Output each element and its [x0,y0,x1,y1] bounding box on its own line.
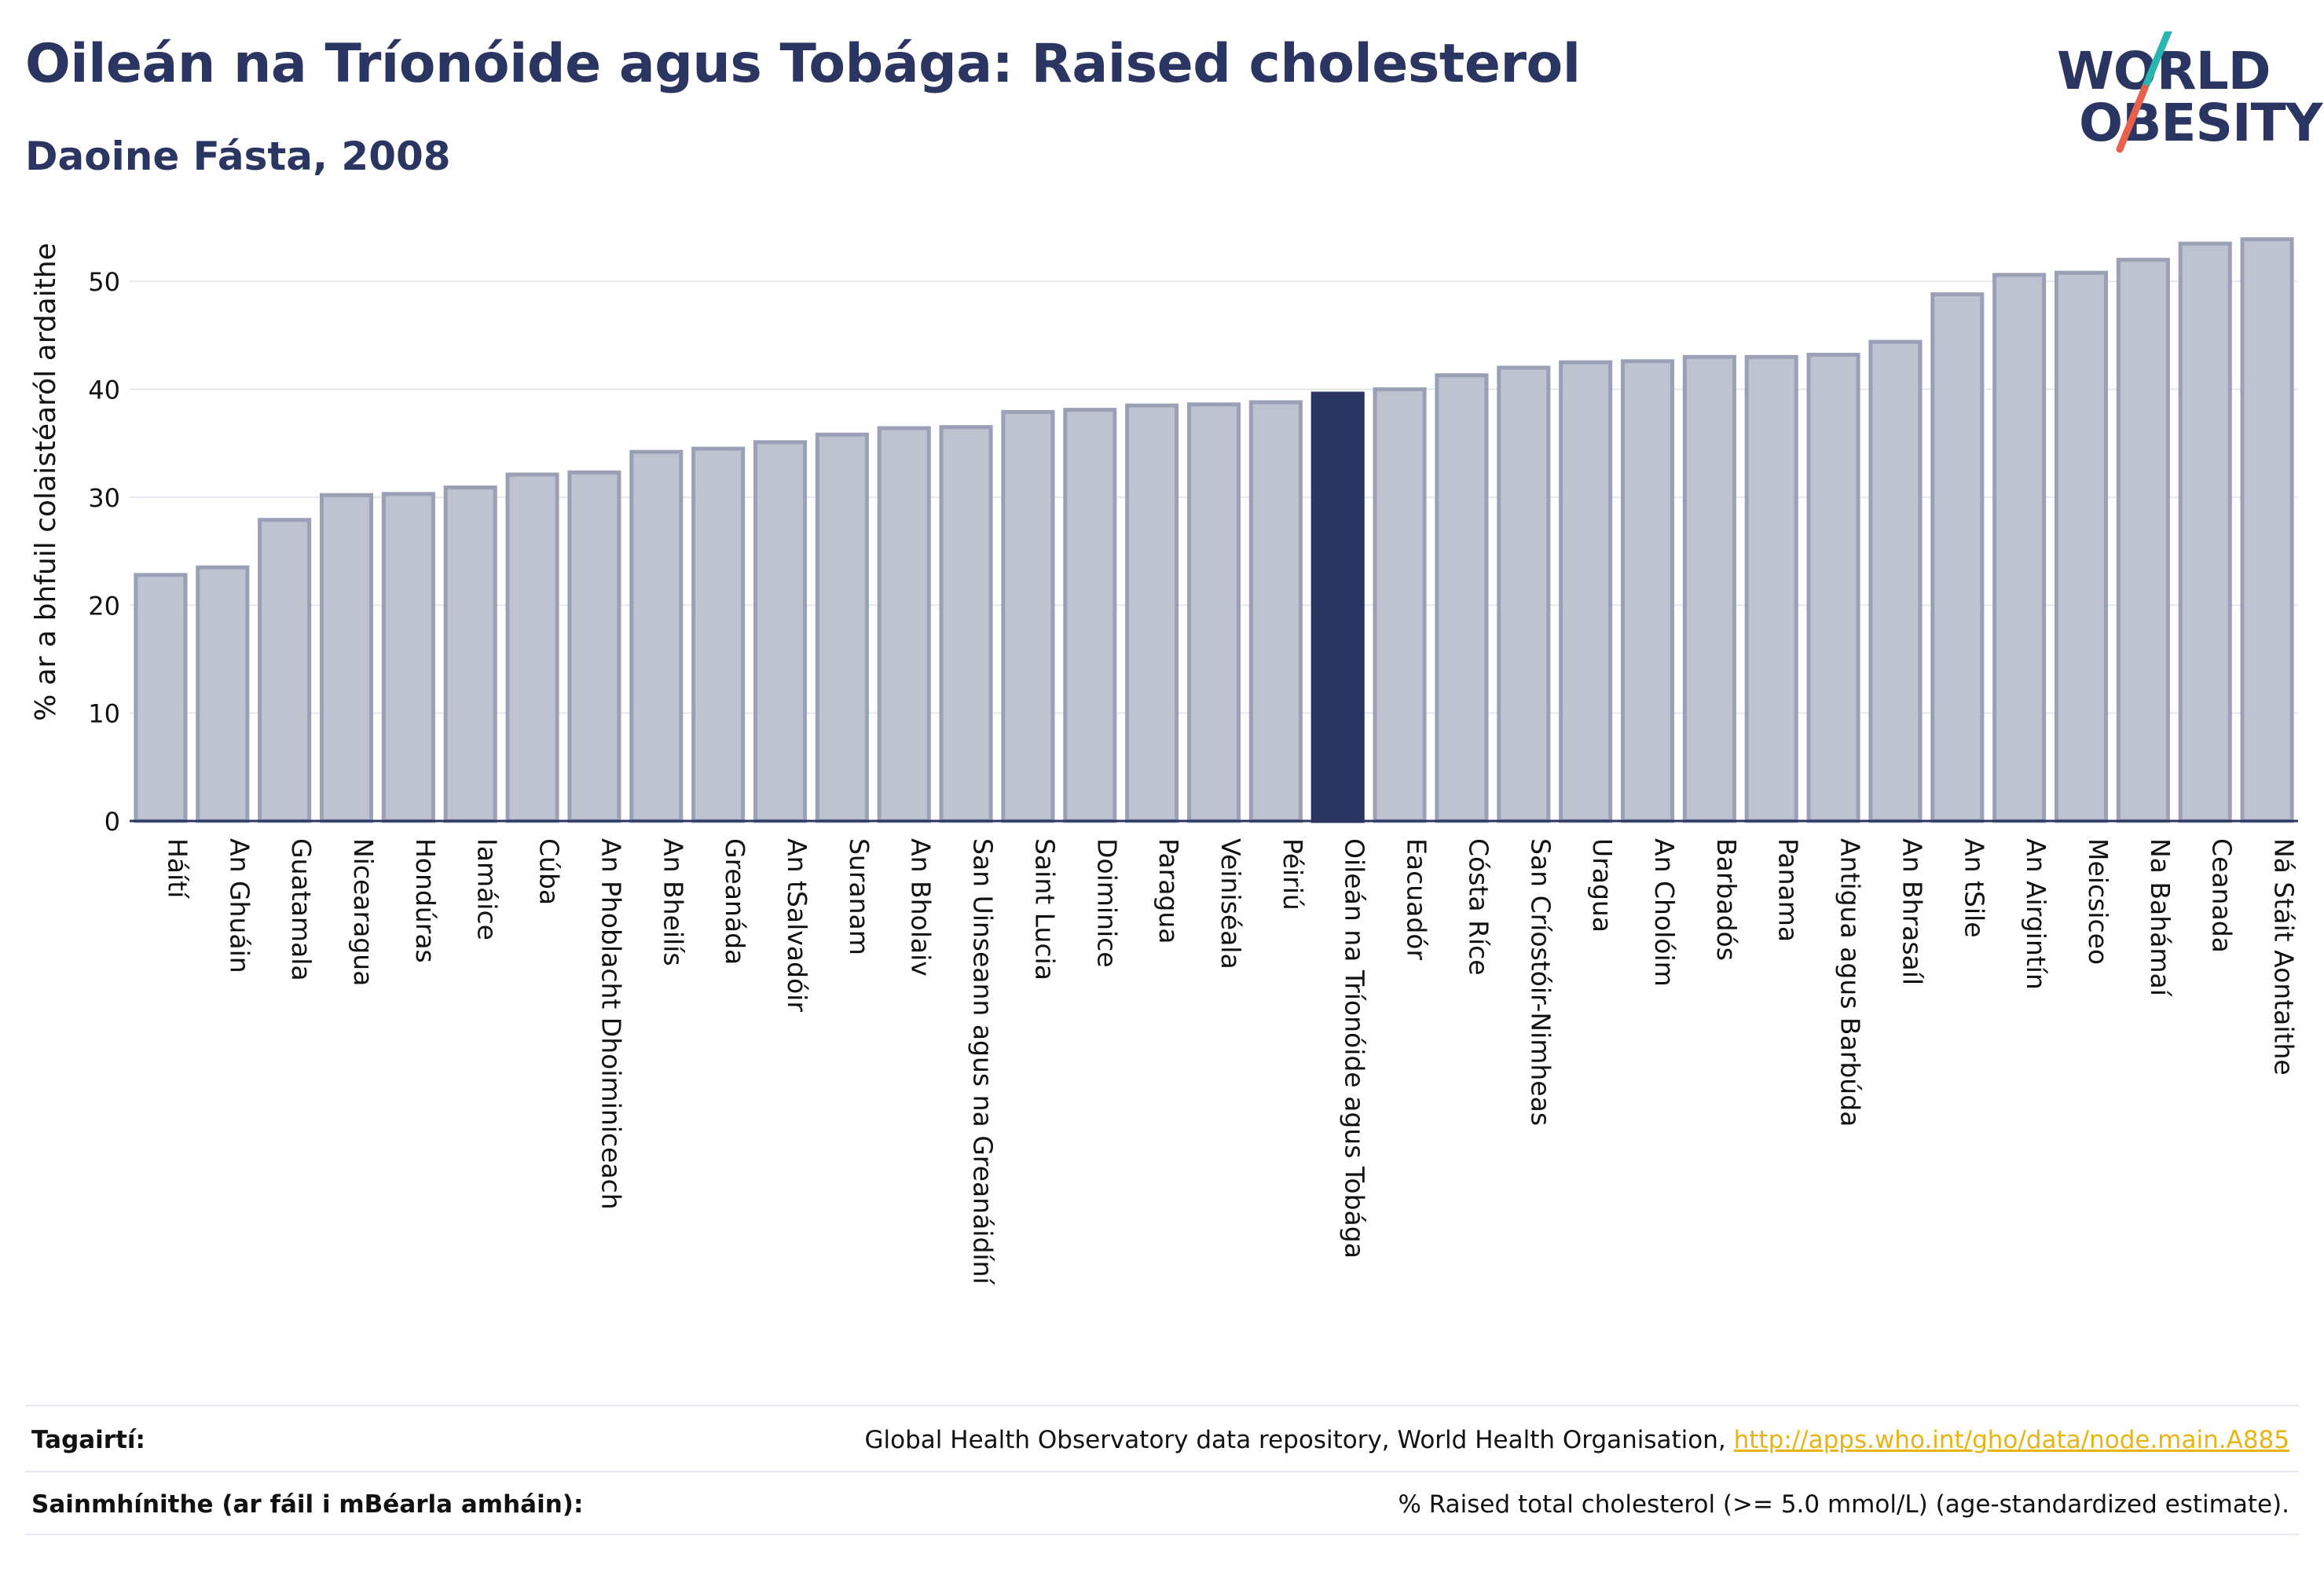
bar [1001,409,1055,823]
x-tick-label: An Bhrasaíl [1897,838,1927,985]
bar-highlighted [1310,391,1365,823]
bar [1620,359,1675,823]
bar [2240,237,2294,823]
x-tick-label: An Airgintín [2021,838,2051,990]
bar [1497,365,1551,823]
x-tick-label: An tSalvadóir [782,838,812,1012]
bar [753,440,808,823]
x-tick-label: Barbadós [1711,838,1742,961]
bar [2116,258,2170,823]
x-tick-label: Saint Lucia [1029,838,1060,980]
bar [629,449,684,823]
bar [1248,400,1303,823]
bar [939,425,993,823]
y-tick-labels: 0 10 20 30 40 50 [88,267,120,837]
bar [134,573,188,823]
x-tick-label: An tSile [1959,838,1989,938]
definitions-text: % Raised total cholesterol (>= 5.0 mmol/… [1398,1490,2289,1519]
bar [1682,354,1736,823]
x-tick-label: Háítí [162,838,192,900]
y-tick-label: 20 [88,591,120,621]
x-tick-label: Ceanada [2207,838,2238,953]
bar [1868,339,1923,823]
bar [877,426,931,823]
x-tick-label: Péiriú [1277,838,1308,911]
x-tick-label: Panama [1773,838,1804,942]
x-tick-label: Cósta Ríce [1463,838,1494,976]
bar [1125,403,1179,823]
bar [1744,354,1798,823]
bar [1435,373,1489,823]
x-tick-label: Suranam [844,838,874,955]
x-tick-label: Iamáice [472,838,503,940]
x-tick-label: Oileán na Tríonóide agus Tobága [1340,838,1370,1259]
references-value: Global Health Observatory data repositor… [865,1426,2289,1454]
bar [567,470,621,823]
x-tick-label: An Bholaiv [906,838,937,977]
bar [691,446,746,823]
x-tick-label: Antigua agus Barbúda [1835,838,1866,1127]
x-tick-label: Nicearagua [348,838,379,986]
x-tick-label: An Cholóim [1649,838,1680,987]
x-tick-label: Hondúras [410,838,441,963]
bar [381,492,435,823]
bar-chart: Háítí An Ghuáin Guatamala Nicearagua Hondúra… [30,237,2300,1286]
bar [1930,292,1985,823]
y-tick-label: 0 [104,807,120,837]
references-label: Tagairtí: [31,1426,145,1454]
bar [196,565,250,823]
world-obesity-logo: WORLD OBESITY [2052,31,2322,165]
bar [319,493,374,823]
bar [1186,402,1241,823]
bar [258,518,312,823]
bar [1806,353,1860,823]
x-tick-label: Na Bahámaí [2145,838,2176,998]
references-link[interactable]: http://apps.who.int/gho/data/node.main.A… [1733,1426,2289,1454]
definitions-label: Sainmhínithe (ar fáil i mBéarla amháin): [31,1490,584,1519]
x-tick-label: An Bheilís [658,838,688,966]
footer-divider-bottom [25,1534,2299,1535]
x-tick-label: Meicsiceo [2083,838,2113,965]
x-tick-label: Uragua [1587,838,1618,933]
x-tick-labels: Háítí An Ghuáin Guatamala Nicearagua Hondúra… [162,838,2299,1286]
x-tick-label: An Phoblacht Dhoiminiceach [596,838,626,1210]
bar [1063,408,1117,823]
y-tick-label: 30 [88,483,120,513]
x-tick-label: Veiniséala [1215,838,1246,969]
x-tick-label: Greanáda [720,838,750,965]
bar [505,472,559,823]
references-text: Global Health Observatory data repositor… [864,1426,1734,1454]
bar [815,432,869,823]
y-tick-label: 10 [88,699,120,729]
x-tick-label: Eacuadór [1402,838,1432,960]
x-tick-label: San Uinseann agus na Greanáidíní [968,838,999,1286]
x-tick-label: Doiminice [1091,838,1122,968]
bar [1373,387,1427,823]
y-tick-label: 50 [88,267,120,297]
x-tick-label: Cúba [534,838,565,905]
footer-divider-middle [25,1471,2299,1472]
bar [443,486,497,823]
bar [1992,273,2047,823]
x-tick-label: An Ghuáin [224,838,255,973]
x-tick-label: Guatamala [286,838,317,981]
y-axis-label: % ar a bhfuil colaistéaról ardaithe [30,243,62,721]
chart-subtitle: Daoine Fásta, 2008 [25,134,451,179]
x-tick-label: Ná Stáit Aontaithe [2269,838,2300,1076]
footer-divider-top [25,1405,2299,1406]
bar [2054,270,2109,823]
logo-word-obesity: OBESITY [2079,93,2322,153]
logo-word-world: WORLD [2057,41,2271,101]
bar [1559,360,1613,823]
bar [2178,241,2232,823]
bars [134,237,2294,823]
x-tick-label: San Críostóir-Nimheas [1525,838,1556,1126]
y-tick-label: 40 [88,376,120,405]
logo-slash-icon [2116,31,2172,153]
x-tick-label: Paragua [1153,838,1184,944]
chart-title: Oileán na Tríonóide agus Tobága: Raised … [25,33,1581,95]
